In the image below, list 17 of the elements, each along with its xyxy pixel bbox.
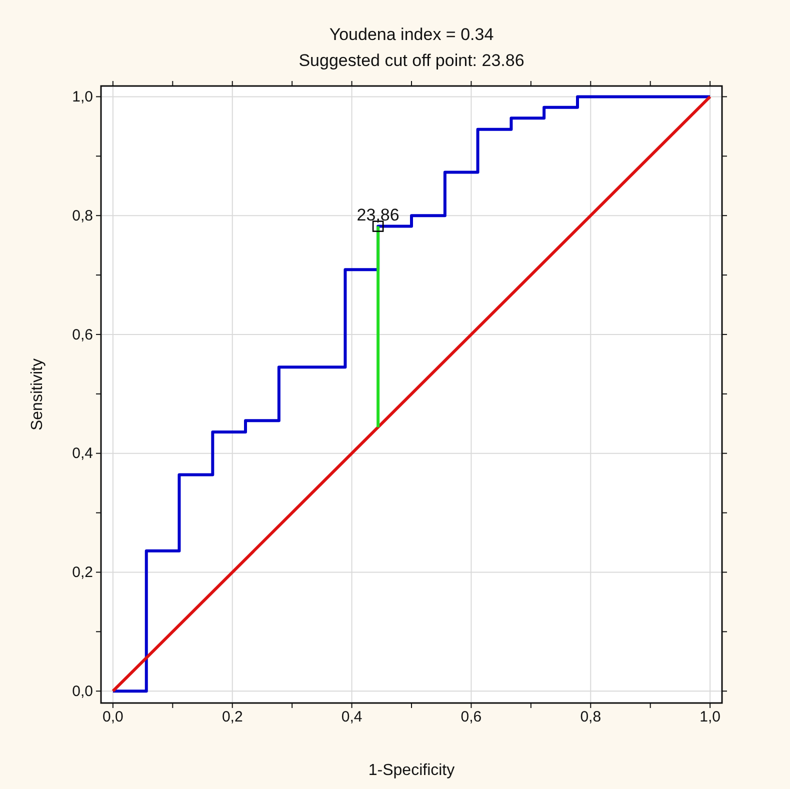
x-tick-label: 0,0 — [102, 708, 124, 726]
x-tick-label: 0,2 — [222, 708, 243, 726]
x-tick-label: 0,4 — [341, 708, 362, 726]
y-axis-title: Sensitivity — [29, 358, 46, 431]
annotation: 23,86 — [356, 205, 400, 224]
y-tick-label: 0,0 — [72, 682, 93, 700]
y-tick-label: 0,4 — [72, 445, 93, 462]
y-tick-label: 1,0 — [72, 88, 93, 106]
x-tick-label: 0,8 — [580, 708, 602, 726]
y-tick-label: 0,8 — [72, 207, 93, 224]
y-tick-label: 0,2 — [72, 564, 93, 582]
chart-title: Youdena index = 0.34 — [329, 25, 494, 44]
x-axis-title: 1-Specificity — [368, 762, 455, 779]
chart-subtitle: Suggested cut off point: 23.86 — [298, 51, 524, 70]
y-tick-label: 0,6 — [72, 326, 93, 344]
x-tick-label: 1,0 — [700, 708, 720, 726]
x-tick-label: 0,6 — [460, 708, 482, 726]
